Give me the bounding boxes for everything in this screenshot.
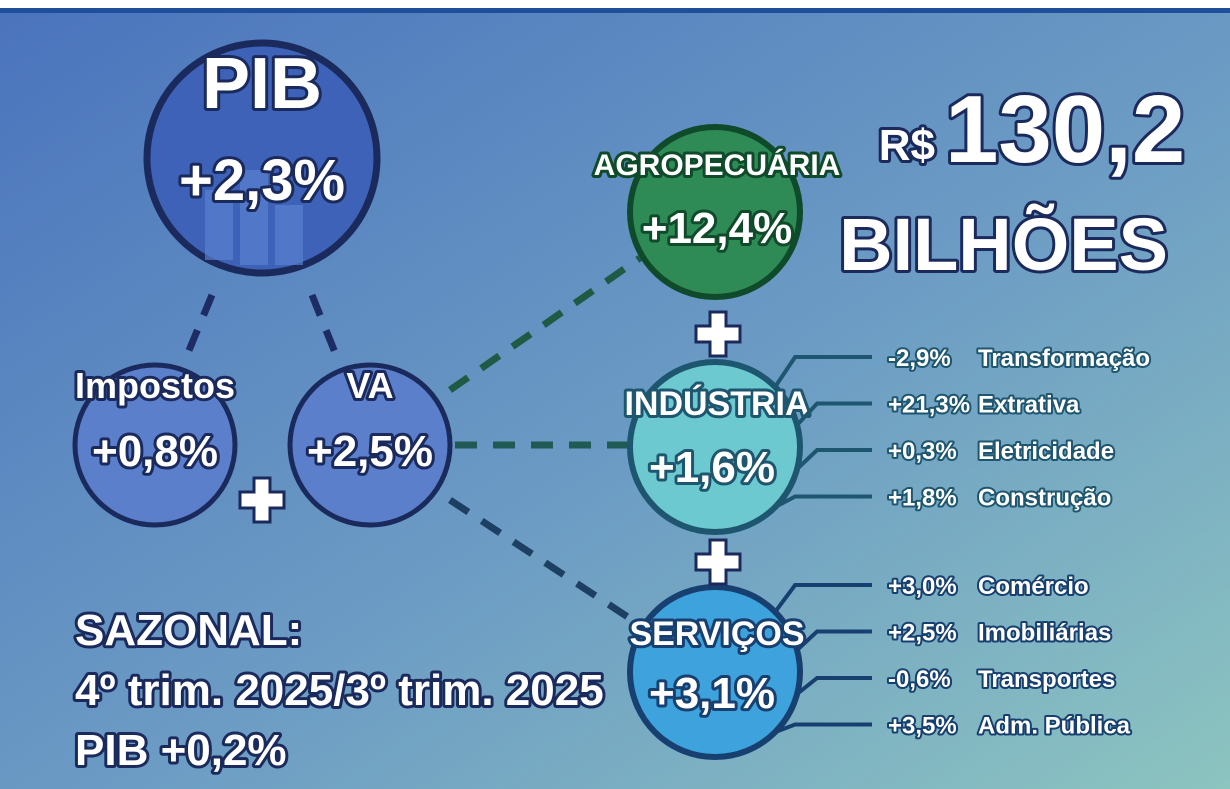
sector-value: +3,1% xyxy=(649,669,775,718)
seasonal-period: 4º trim. 2025/3º trim. 2025 xyxy=(75,666,604,715)
subsector-label: Construção xyxy=(978,485,1111,512)
subsector-label: Transformação xyxy=(978,345,1150,372)
subsector-value: +3,0% xyxy=(888,573,957,600)
subsector-value: -2,9% xyxy=(888,345,951,372)
subsector-value: +1,8% xyxy=(888,485,957,512)
subsector-label: Eletricidade xyxy=(978,438,1114,465)
sector-label: SERVIÇOS xyxy=(629,615,804,653)
subsector-value: -0,6% xyxy=(888,666,951,693)
sector-label: AGROPECUÁRIA xyxy=(594,148,841,182)
subsector-label: Extrativa xyxy=(978,392,1080,419)
component-label: VA xyxy=(346,365,393,406)
subsector-value: +3,5% xyxy=(888,713,957,740)
subsector-value: +2,5% xyxy=(888,620,957,647)
component-label: Impostos xyxy=(75,365,235,406)
subsector-value: +0,3% xyxy=(888,438,957,465)
subsector-value: +21,3% xyxy=(888,392,970,419)
pib-value: +2,3% xyxy=(179,148,345,213)
sector-value: +12,4% xyxy=(642,204,792,253)
total-unit: BILHÕES xyxy=(839,203,1168,286)
component-value: +0,8% xyxy=(92,427,218,476)
total-amount: 130,2 xyxy=(945,76,1185,183)
component-value: +2,5% xyxy=(307,427,433,476)
top-bar xyxy=(0,8,1230,13)
sector-value: +1,6% xyxy=(649,443,775,492)
seasonal-pib: PIB +0,2% xyxy=(75,726,287,775)
total-currency: R$ xyxy=(879,121,935,170)
subsector-label: Imobiliárias xyxy=(978,620,1111,647)
sector-label: INDÚSTRIA xyxy=(624,385,809,423)
subsector-label: Comércio xyxy=(978,573,1089,600)
subsector-label: Adm. Pública xyxy=(978,713,1131,740)
subsector-label: Transportes xyxy=(978,666,1115,693)
infographic: PIB +2,3% Impostos +0,8% VA +2,5% AGROPE… xyxy=(0,0,1230,789)
seasonal-title: SAZONAL: xyxy=(75,606,302,655)
pib-label: PIB xyxy=(202,44,322,124)
